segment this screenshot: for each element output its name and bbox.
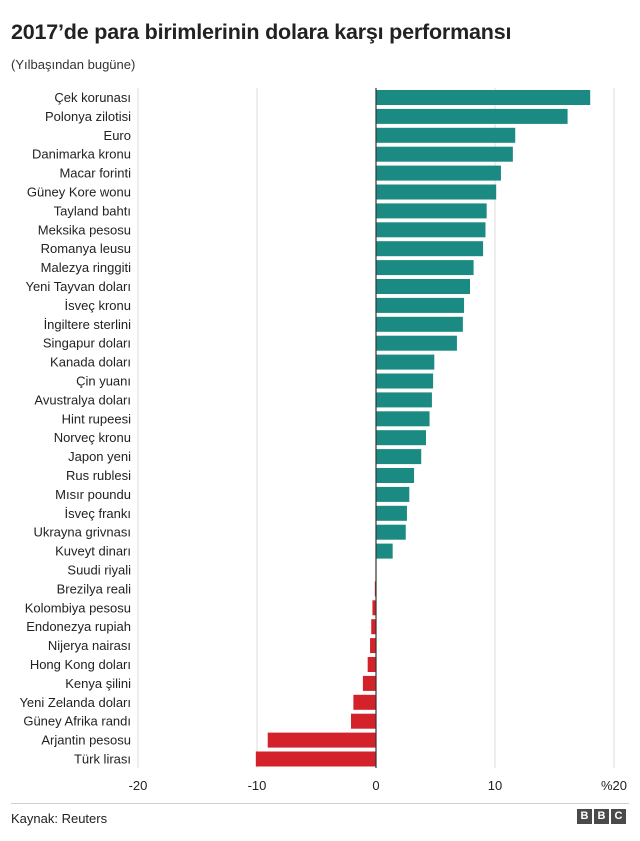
bar bbox=[376, 146, 513, 162]
category-label: Güney Kore wonu bbox=[27, 185, 131, 200]
chart-subtitle: (Yılbaşından bugüne) bbox=[11, 57, 136, 72]
bar bbox=[255, 751, 376, 767]
category-label: Macar forinti bbox=[59, 166, 131, 181]
bar bbox=[376, 222, 486, 238]
bar bbox=[370, 638, 376, 654]
bar bbox=[372, 600, 376, 616]
footer-divider bbox=[11, 803, 629, 804]
category-label: Singapur doları bbox=[43, 336, 131, 351]
bar bbox=[371, 619, 376, 635]
category-label: Güney Afrika randı bbox=[23, 714, 131, 729]
category-label: Rus rublesi bbox=[66, 468, 131, 483]
bar bbox=[376, 392, 432, 408]
category-label: Kolombiya pesosu bbox=[25, 600, 131, 615]
bar-chart: Çek korunası Polonya zilotisi Euro Danimark… bbox=[19, 88, 627, 793]
category-label: Tayland bahtı bbox=[54, 203, 131, 218]
bar bbox=[376, 108, 568, 124]
bar bbox=[376, 524, 406, 540]
bar bbox=[376, 543, 393, 559]
category-label: Brezilya reali bbox=[57, 581, 132, 596]
x-axis-ticks: -20 -10 0 10 %20 bbox=[129, 778, 627, 793]
bar bbox=[376, 354, 435, 370]
category-label: Malezya ringgiti bbox=[41, 260, 131, 275]
bar bbox=[376, 411, 430, 427]
bar bbox=[376, 127, 516, 143]
category-label: Çin yuanı bbox=[76, 374, 131, 389]
bar bbox=[376, 486, 410, 502]
category-label: Meksika pesosu bbox=[38, 222, 131, 237]
category-label: Avustralya doları bbox=[34, 392, 131, 407]
category-label: Romanya leusu bbox=[41, 241, 131, 256]
category-label: Yeni Zelanda doları bbox=[19, 695, 131, 710]
category-label: Euro bbox=[104, 128, 131, 143]
bar bbox=[376, 335, 457, 351]
category-label: Norveç kronu bbox=[54, 430, 131, 445]
x-tick-label: -10 bbox=[248, 778, 267, 793]
bar bbox=[376, 241, 484, 257]
bar bbox=[376, 316, 463, 332]
bar bbox=[367, 657, 376, 672]
category-label: Çek korunası bbox=[54, 90, 131, 105]
x-tick-label: 10 bbox=[488, 778, 502, 793]
x-tick-label: 0 bbox=[372, 778, 379, 793]
category-label: Mısır poundu bbox=[55, 487, 131, 502]
category-label: İsveç kronu bbox=[65, 298, 131, 313]
category-label: Türk lirası bbox=[74, 752, 131, 767]
bbc-logo-letter: B bbox=[577, 809, 592, 824]
bar bbox=[376, 449, 422, 465]
category-labels: Çek korunası Polonya zilotisi Euro Danimark… bbox=[19, 90, 131, 767]
x-tick-label: %20 bbox=[601, 778, 627, 793]
bar bbox=[376, 165, 501, 181]
bar bbox=[362, 675, 376, 691]
category-label: Japon yeni bbox=[68, 449, 131, 464]
bar bbox=[376, 468, 415, 483]
bar bbox=[376, 260, 474, 276]
bar bbox=[376, 505, 407, 521]
category-label: Suudi riyali bbox=[67, 563, 131, 578]
bar bbox=[376, 373, 434, 389]
bbc-logo-letter: C bbox=[611, 809, 626, 824]
category-label: Hint rupeesi bbox=[62, 411, 131, 426]
bar bbox=[376, 184, 497, 200]
bar bbox=[267, 732, 376, 748]
category-label: Endonezya rupiah bbox=[26, 619, 131, 634]
category-label: Hong Kong doları bbox=[30, 657, 131, 672]
bar bbox=[376, 430, 426, 446]
category-label: Kuveyt dinarı bbox=[55, 544, 131, 559]
category-label: Kenya şilini bbox=[65, 676, 131, 691]
category-label: Yeni Tayvan doları bbox=[25, 279, 131, 294]
x-tick-label: -20 bbox=[129, 778, 148, 793]
bar bbox=[376, 297, 465, 313]
bar bbox=[376, 279, 471, 294]
chart-title: 2017’de para birimlerinin dolara karşı p… bbox=[11, 20, 512, 44]
category-label: Ukrayna grivnası bbox=[33, 525, 131, 540]
source-note: Kaynak: Reuters bbox=[11, 811, 108, 826]
bbc-logo: B B C bbox=[577, 809, 626, 824]
bbc-logo-letter: B bbox=[594, 809, 609, 824]
category-label: Nijerya nairası bbox=[48, 638, 131, 653]
category-label: İsveç frankı bbox=[65, 506, 131, 521]
grid-lines bbox=[137, 88, 615, 768]
category-label: İngiltere sterlini bbox=[44, 317, 132, 332]
bar bbox=[351, 713, 376, 729]
bar bbox=[376, 90, 591, 105]
category-label: Arjantin pesosu bbox=[41, 733, 131, 748]
bars bbox=[255, 90, 591, 767]
category-label: Polonya zilotisi bbox=[45, 109, 131, 124]
category-label: Danimarka kronu bbox=[32, 147, 131, 162]
category-label: Kanada doları bbox=[50, 355, 131, 370]
bar bbox=[376, 203, 487, 219]
bar bbox=[353, 694, 376, 710]
